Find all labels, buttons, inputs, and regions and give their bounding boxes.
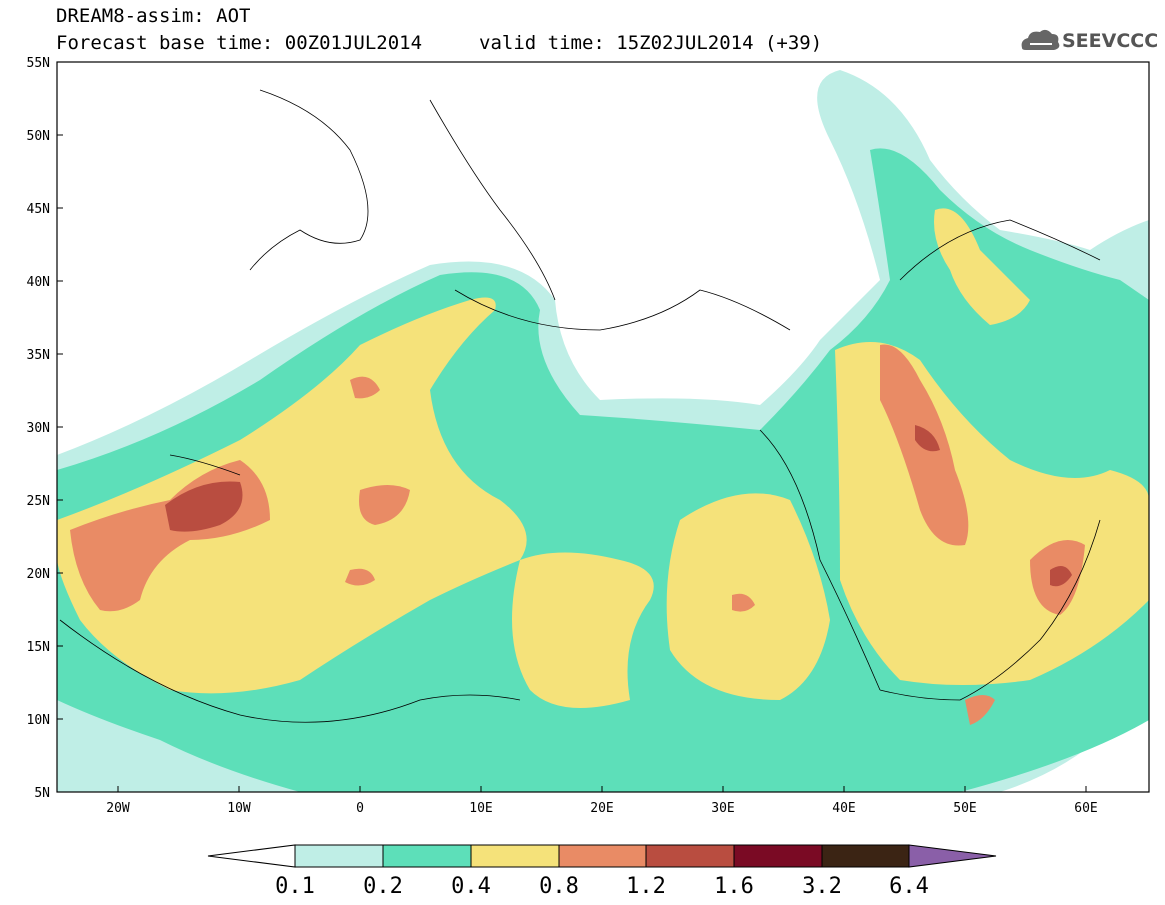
lat-labels: 55N 50N 45N 40N 35N 30N 25N 20N 15N 10N …: [27, 56, 50, 801]
cloud-logo-icon: [1021, 29, 1060, 50]
lat-label: 35N: [27, 348, 50, 363]
colorbar-label: 0.2: [363, 874, 403, 899]
lat-label: 15N: [27, 640, 50, 655]
lon-label: 30E: [711, 801, 734, 816]
lat-label: 50N: [27, 129, 50, 144]
aot-band-0.4-west: [57, 297, 527, 694]
aot-band-1.2-gulf: [915, 425, 940, 452]
colorbar-segment: [294, 844, 384, 868]
coastlines: [59, 89, 1101, 723]
colorbar-label: 0.1: [275, 874, 315, 899]
lat-label: 20N: [27, 567, 50, 582]
lon-label: 20W: [106, 801, 130, 816]
lon-label: 0: [356, 801, 364, 816]
colorbar-segment: [470, 844, 560, 868]
aot-band-0.8-spot1: [359, 485, 410, 525]
lon-label: 10E: [469, 801, 492, 816]
logo-text: SEEVCCC: [1062, 30, 1159, 52]
lon-label: 60E: [1074, 801, 1097, 816]
lon-label: 20E: [590, 801, 613, 816]
aot-band-0.8-spot2: [350, 376, 380, 399]
colorbar-labels: 0.1 0.2 0.4 0.8 1.2 1.6 3.2 6.4: [275, 874, 929, 899]
colorbar-high-arrow: [908, 844, 997, 868]
colorbar-segment: [382, 844, 472, 868]
lon-label: 10W: [227, 801, 251, 816]
aot-band-0.8-spot3: [345, 568, 375, 586]
lon-label: 50E: [953, 801, 976, 816]
colorbar-label: 6.4: [889, 874, 929, 899]
map-title: DREAM8-assim: AOT: [56, 5, 251, 27]
aot-band-0.4-sahel: [512, 552, 654, 708]
lat-label: 30N: [27, 421, 50, 436]
forecast-base-time: Forecast base time: 00Z01JUL2014: [56, 32, 423, 54]
colorbar-label: 1.6: [714, 874, 754, 899]
lat-label: 5N: [34, 786, 50, 801]
colorbar: [207, 844, 997, 868]
colorbar-segment: [645, 844, 735, 868]
lat-label: 40N: [27, 275, 50, 290]
colorbar-low-arrow: [207, 844, 296, 868]
lon-labels: 20W 10W 0 10E 20E 30E 40E 50E 60E: [106, 801, 1097, 816]
colorbar-segment: [821, 844, 910, 868]
colorbar-label: 3.2: [802, 874, 842, 899]
aot-band-0.8-spot4: [732, 593, 755, 612]
lat-ticks: [57, 61, 63, 793]
lat-label: 55N: [27, 56, 50, 71]
lat-label: 45N: [27, 202, 50, 217]
aot-band-1.2-oman: [1050, 566, 1072, 587]
aot-band-0.8-somalia: [965, 695, 995, 725]
colorbar-segment: [733, 844, 823, 868]
colorbar-segment: [558, 844, 647, 868]
lat-label: 10N: [27, 713, 50, 728]
aot-band-1.2-west: [165, 481, 243, 532]
colorbar-label: 1.2: [626, 874, 666, 899]
valid-time: valid time: 15Z02JUL2014 (+39): [479, 32, 823, 54]
colorbar-label: 0.8: [539, 874, 579, 899]
colorbar-label: 0.4: [451, 874, 491, 899]
lat-label: 25N: [27, 494, 50, 509]
aot-field: [57, 70, 1149, 792]
lon-ticks: [117, 786, 1087, 792]
lon-label: 40E: [832, 801, 855, 816]
